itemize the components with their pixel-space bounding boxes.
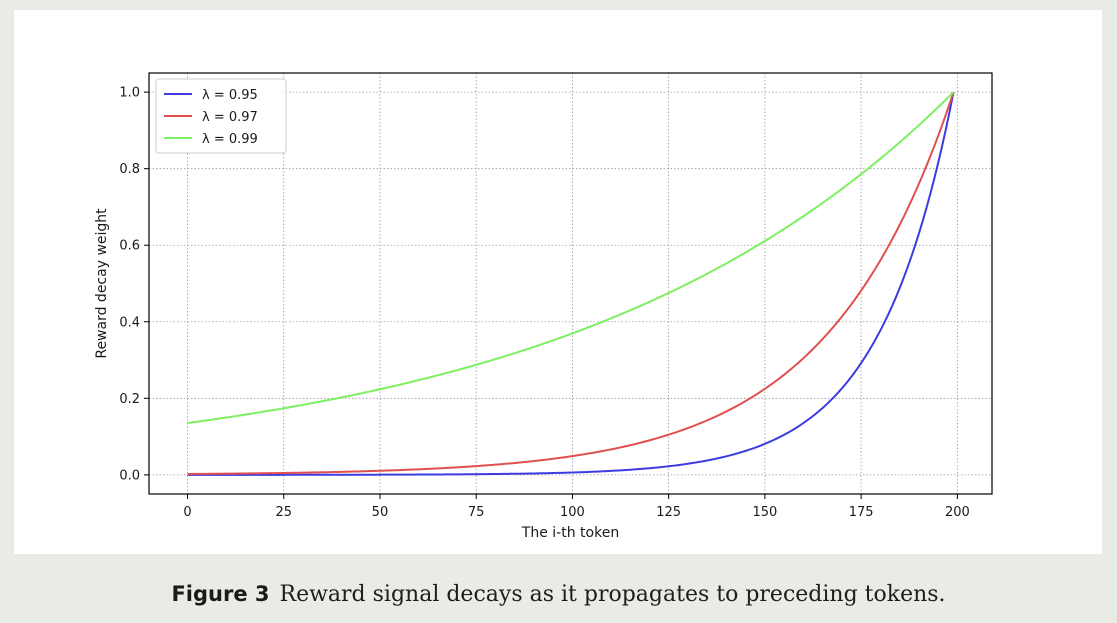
grid-layer — [149, 73, 992, 494]
caption-label: Figure 3 — [171, 582, 270, 606]
series-line-2 — [187, 91, 955, 425]
y-tick-label: 0.0 — [119, 468, 140, 483]
plot-frame — [148, 72, 993, 495]
x-tick-label: 0 — [183, 505, 191, 520]
x-tick-label: 100 — [560, 505, 585, 520]
series-line-0 — [187, 91, 955, 476]
y-tick-label: 1.0 — [119, 86, 140, 101]
x-tick-label: 175 — [849, 505, 874, 520]
figure-caption: Figure 3 Reward signal decays as it propa… — [0, 582, 1117, 607]
legend-label-2: λ = 0.99 — [202, 132, 258, 147]
line-chart: 0 25 50 75 100 125 150 175 200 0.0 0.2 0.4 0.6 0.8 1.0… — [94, 72, 993, 541]
legend-label-1: λ = 0.97 — [202, 110, 258, 125]
series-line-1 — [187, 91, 955, 475]
y-tick-label: 0.2 — [119, 392, 140, 407]
legend-label-0: λ = 0.95 — [202, 88, 258, 103]
caption-text: Reward signal decays as it propagates to… — [279, 582, 946, 607]
y-tick-label: 0.6 — [119, 239, 140, 254]
x-tick-label: 125 — [656, 505, 681, 520]
x-tick-label: 25 — [275, 505, 292, 520]
legend: λ = 0.95 λ = 0.97 λ = 0.99 — [155, 78, 287, 154]
ticks-layer: 0 25 50 75 100 125 150 175 200 0.0 0.2 0.4 0.6 0.8 1.0 — [119, 86, 969, 520]
y-tick-label: 0.8 — [119, 162, 140, 177]
legend-box — [155, 78, 287, 154]
x-tick-label: 150 — [752, 505, 777, 520]
x-tick-label: 75 — [468, 505, 485, 520]
figure-panel: 0 25 50 75 100 125 150 175 200 0.0 0.2 0.4 0.6 0.8 1.0… — [14, 10, 1102, 554]
x-axis-label: The i-th token — [521, 525, 619, 541]
series-layer — [187, 91, 955, 476]
x-tick-label: 50 — [372, 505, 389, 520]
y-tick-label: 0.4 — [119, 315, 140, 330]
y-axis-label: Reward decay weight — [94, 208, 110, 359]
x-tick-label: 200 — [945, 505, 970, 520]
